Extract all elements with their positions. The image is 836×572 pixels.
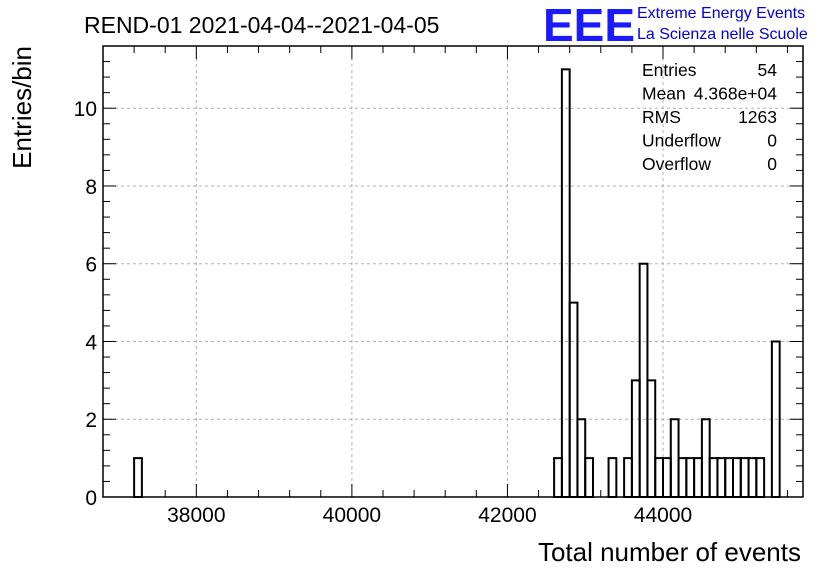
y-tick-label: 10	[74, 98, 97, 121]
stats-label: Mean	[642, 84, 686, 104]
y-tick-label: 4	[85, 331, 97, 354]
eee-logo: EEE Extreme Energy Events La Scienza nel…	[543, 0, 808, 51]
y-tick-label: 2	[85, 409, 97, 432]
x-tick-label: 44000	[634, 504, 692, 527]
stats-box: Entries 54 Mean 4.368e+04 RMS 1263 Underflow 0 O…	[642, 60, 777, 174]
logo-line-1: Extreme Energy Events	[637, 5, 805, 22]
logo-letters: EEE	[543, 0, 635, 51]
y-tick-label: 8	[85, 176, 97, 199]
stats-label: Entries	[642, 60, 697, 80]
stats-label: Overflow	[642, 154, 711, 174]
axis-ticks	[103, 46, 803, 498]
stats-label: RMS	[642, 107, 681, 127]
y-tick-label: 6	[85, 254, 97, 277]
x-tick-label: 40000	[323, 504, 381, 527]
stats-value: 54	[758, 60, 778, 80]
stats-label: Underflow	[642, 131, 721, 151]
logo-line-2: La Scienza nelle Scuole	[637, 26, 808, 43]
stats-value: 0	[767, 154, 777, 174]
x-tick-label: 42000	[478, 504, 536, 527]
x-tick-label: 38000	[167, 504, 225, 527]
tick-labels: 38000 40000 42000 44000 0 2 4 6 8 10	[74, 98, 693, 527]
stats-value: 1263	[738, 107, 777, 127]
stats-value: 0	[767, 131, 777, 151]
plot-frame	[102, 45, 804, 498]
y-tick-label: 0	[85, 487, 97, 510]
y-axis-title: Entries/bin	[7, 46, 37, 169]
chart-title: REND-01 2021-04-04--2021-04-05	[84, 12, 439, 38]
x-axis-title: Total number of events	[538, 537, 801, 567]
histogram-bars	[133, 68, 781, 499]
grid-lines	[103, 46, 803, 497]
stats-value: 4.368e+04	[694, 84, 777, 104]
